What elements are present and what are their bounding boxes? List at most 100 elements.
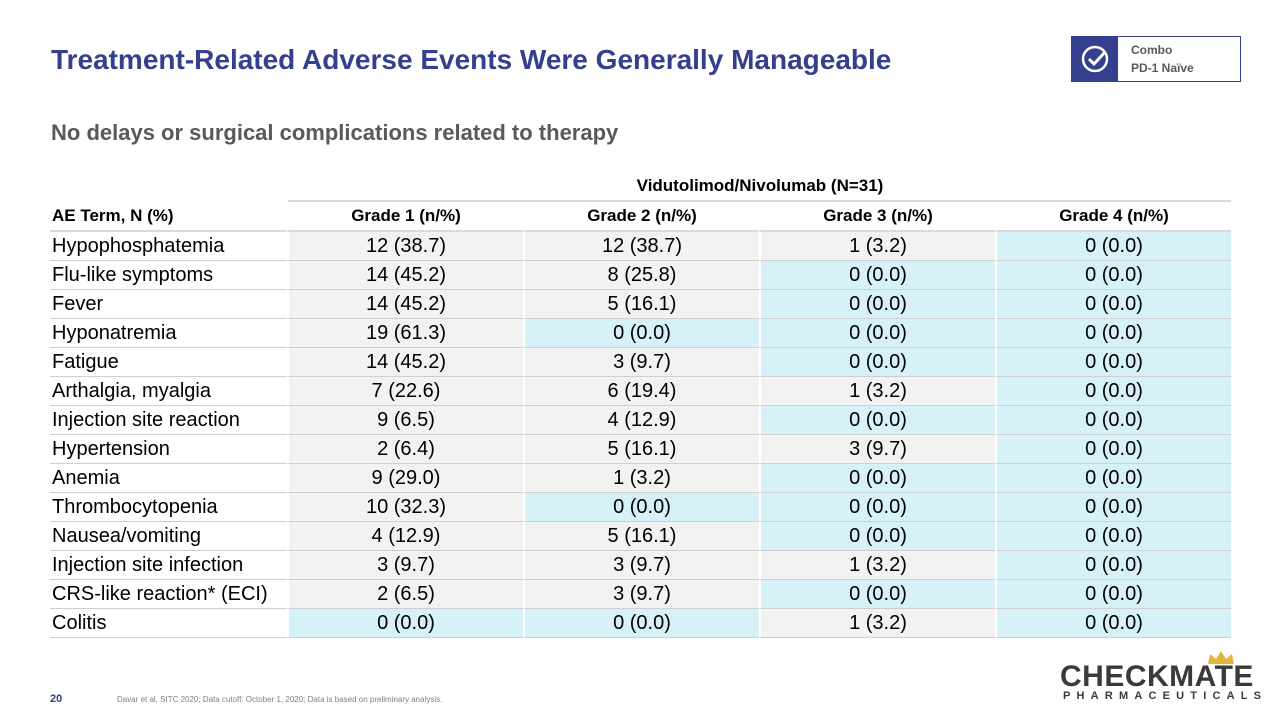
cell: 0 (0.0) — [995, 435, 1231, 464]
page-number: 20 — [50, 693, 63, 705]
cell: 1 (3.2) — [759, 551, 995, 580]
cell: 3 (9.7) — [523, 580, 759, 609]
ae-term: Flu-like symptoms — [50, 261, 287, 290]
cell: 3 (9.7) — [759, 435, 995, 464]
cell: 0 (0.0) — [995, 493, 1231, 522]
cell: 0 (0.0) — [995, 348, 1231, 377]
table-row: Injection site infection 3 (9.7) 3 (9.7) 1 … — [50, 551, 1231, 580]
cell: 10 (32.3) — [287, 493, 523, 522]
ae-term: Injection site infection — [50, 551, 287, 580]
table-row: Hypertension 2 (6.4) 5 (16.1) 3 (9.7) 0 (0.0… — [50, 435, 1231, 464]
badge-icon — [1072, 37, 1118, 81]
cell: 1 (3.2) — [523, 464, 759, 493]
cell: 1 (3.2) — [759, 609, 995, 638]
ae-term: Fatigue — [50, 348, 287, 377]
cell: 0 (0.0) — [523, 609, 759, 638]
ae-term: CRS-like reaction* (ECI) — [50, 580, 287, 609]
subtitle: No delays or surgical complications rela… — [51, 120, 619, 145]
cell: 0 (0.0) — [995, 522, 1231, 551]
cell: 5 (16.1) — [523, 290, 759, 319]
cell: 2 (6.5) — [287, 580, 523, 609]
cell: 0 (0.0) — [995, 290, 1231, 319]
column-header: Grade 4 (n/%) — [995, 202, 1231, 232]
column-header: AE Term, N (%) — [50, 202, 287, 232]
group-header-row: Vidutolimod/Nivolumab (N=31) — [50, 172, 1231, 202]
ae-term: Arthalgia, myalgia — [50, 377, 287, 406]
cell: 4 (12.9) — [523, 406, 759, 435]
cell: 0 (0.0) — [995, 609, 1231, 638]
cell: 14 (45.2) — [287, 348, 523, 377]
logo-crown — [1208, 651, 1234, 664]
table-row: CRS-like reaction* (ECI) 2 (6.5) 3 (9.7) 0 … — [50, 580, 1231, 609]
cell: 3 (9.7) — [523, 348, 759, 377]
cell: 0 (0.0) — [759, 406, 995, 435]
table-row: Thrombocytopenia 10 (32.3) 0 (0.0) 0 (0.0) 0… — [50, 493, 1231, 522]
ae-table: Vidutolimod/Nivolumab (N=31) AE Term, N (… — [50, 172, 1231, 638]
title: Treatment-Related Adverse Events Were Ge… — [51, 44, 892, 75]
cell: 0 (0.0) — [759, 522, 995, 551]
cell: 0 (0.0) — [759, 493, 995, 522]
table-row: Hypophosphatemia 12 (38.7) 12 (38.7) 1 (3.2… — [50, 232, 1231, 261]
ae-term: Colitis — [50, 609, 287, 638]
ae-term: Hypertension — [50, 435, 287, 464]
cell: 0 (0.0) — [995, 406, 1231, 435]
cell: 1 (3.2) — [759, 232, 995, 261]
cell: 5 (16.1) — [523, 435, 759, 464]
cell: 0 (0.0) — [995, 377, 1231, 406]
cell: 9 (29.0) — [287, 464, 523, 493]
logo-subtitle: PHARMACEUTICALS — [1063, 690, 1268, 702]
cell: 0 (0.0) — [759, 319, 995, 348]
cell: 0 (0.0) — [759, 580, 995, 609]
cell: 2 (6.4) — [287, 435, 523, 464]
cell: 1 (3.2) — [759, 377, 995, 406]
group-header: Vidutolimod/Nivolumab (N=31) — [287, 172, 1231, 202]
cell: 6 (19.4) — [523, 377, 759, 406]
cell: 7 (22.6) — [287, 377, 523, 406]
blank-cell — [50, 172, 287, 202]
header-row: AE Term, N (%) Grade 1 (n/%) Grade 2 (n/%)… — [50, 202, 1231, 232]
cell: 0 (0.0) — [995, 261, 1231, 290]
badge: Combo PD-1 Naïve — [1071, 36, 1241, 82]
cell: 0 (0.0) — [287, 609, 523, 638]
badge-line: Combo — [1131, 43, 1173, 57]
table-row: Fever 14 (45.2) 5 (16.1) 0 (0.0) 0 (0.0) — [50, 290, 1231, 319]
ae-term: Hypophosphatemia — [50, 232, 287, 261]
cell: 19 (61.3) — [287, 319, 523, 348]
ae-term: Thrombocytopenia — [50, 493, 287, 522]
cell: 0 (0.0) — [995, 464, 1231, 493]
cell: 14 (45.2) — [287, 290, 523, 319]
cell: 14 (45.2) — [287, 261, 523, 290]
cell: 0 (0.0) — [523, 319, 759, 348]
table-row: Fatigue 14 (45.2) 3 (9.7) 0 (0.0) 0 (0.0) — [50, 348, 1231, 377]
cell: 8 (25.8) — [523, 261, 759, 290]
cell: 3 (9.7) — [287, 551, 523, 580]
cell: 0 (0.0) — [759, 464, 995, 493]
cell: 0 (0.0) — [759, 348, 995, 377]
cell: 0 (0.0) — [523, 493, 759, 522]
cell: 0 (0.0) — [995, 319, 1231, 348]
column-header: Grade 3 (n/%) — [759, 202, 995, 232]
table-row: Nausea/vomiting 4 (12.9) 5 (16.1) 0 (0.0) 0 … — [50, 522, 1231, 551]
ae-term: Fever — [50, 290, 287, 319]
table-row: Arthalgia, myalgia 7 (22.6) 6 (19.4) 1 (3.2… — [50, 377, 1231, 406]
cell: 12 (38.7) — [287, 232, 523, 261]
ae-term: Anemia — [50, 464, 287, 493]
logo: CHECKMATE — [1060, 660, 1254, 693]
table-row: Flu-like symptoms 14 (45.2) 8 (25.8) 0 (0.0… — [50, 261, 1231, 290]
table-row: Hyponatremia 19 (61.3) 0 (0.0) 0 (0.0) 0 (0.… — [50, 319, 1231, 348]
cell: 0 (0.0) — [759, 290, 995, 319]
cell: 0 (0.0) — [995, 551, 1231, 580]
cell: 3 (9.7) — [523, 551, 759, 580]
ae-term: Hyponatremia — [50, 319, 287, 348]
cell: 0 (0.0) — [995, 580, 1231, 609]
cell: 4 (12.9) — [287, 522, 523, 551]
cell: 9 (6.5) — [287, 406, 523, 435]
column-header: Grade 1 (n/%) — [287, 202, 523, 232]
table-row: Anemia 9 (29.0) 1 (3.2) 0 (0.0) 0 (0.0) — [50, 464, 1231, 493]
ae-term: Nausea/vomiting — [50, 522, 287, 551]
ae-term: Injection site reaction — [50, 406, 287, 435]
cell: 5 (16.1) — [523, 522, 759, 551]
check-icon — [1081, 45, 1109, 73]
footnote: Davar et al, SITC 2020; Data cutoff: Oct… — [117, 695, 443, 704]
